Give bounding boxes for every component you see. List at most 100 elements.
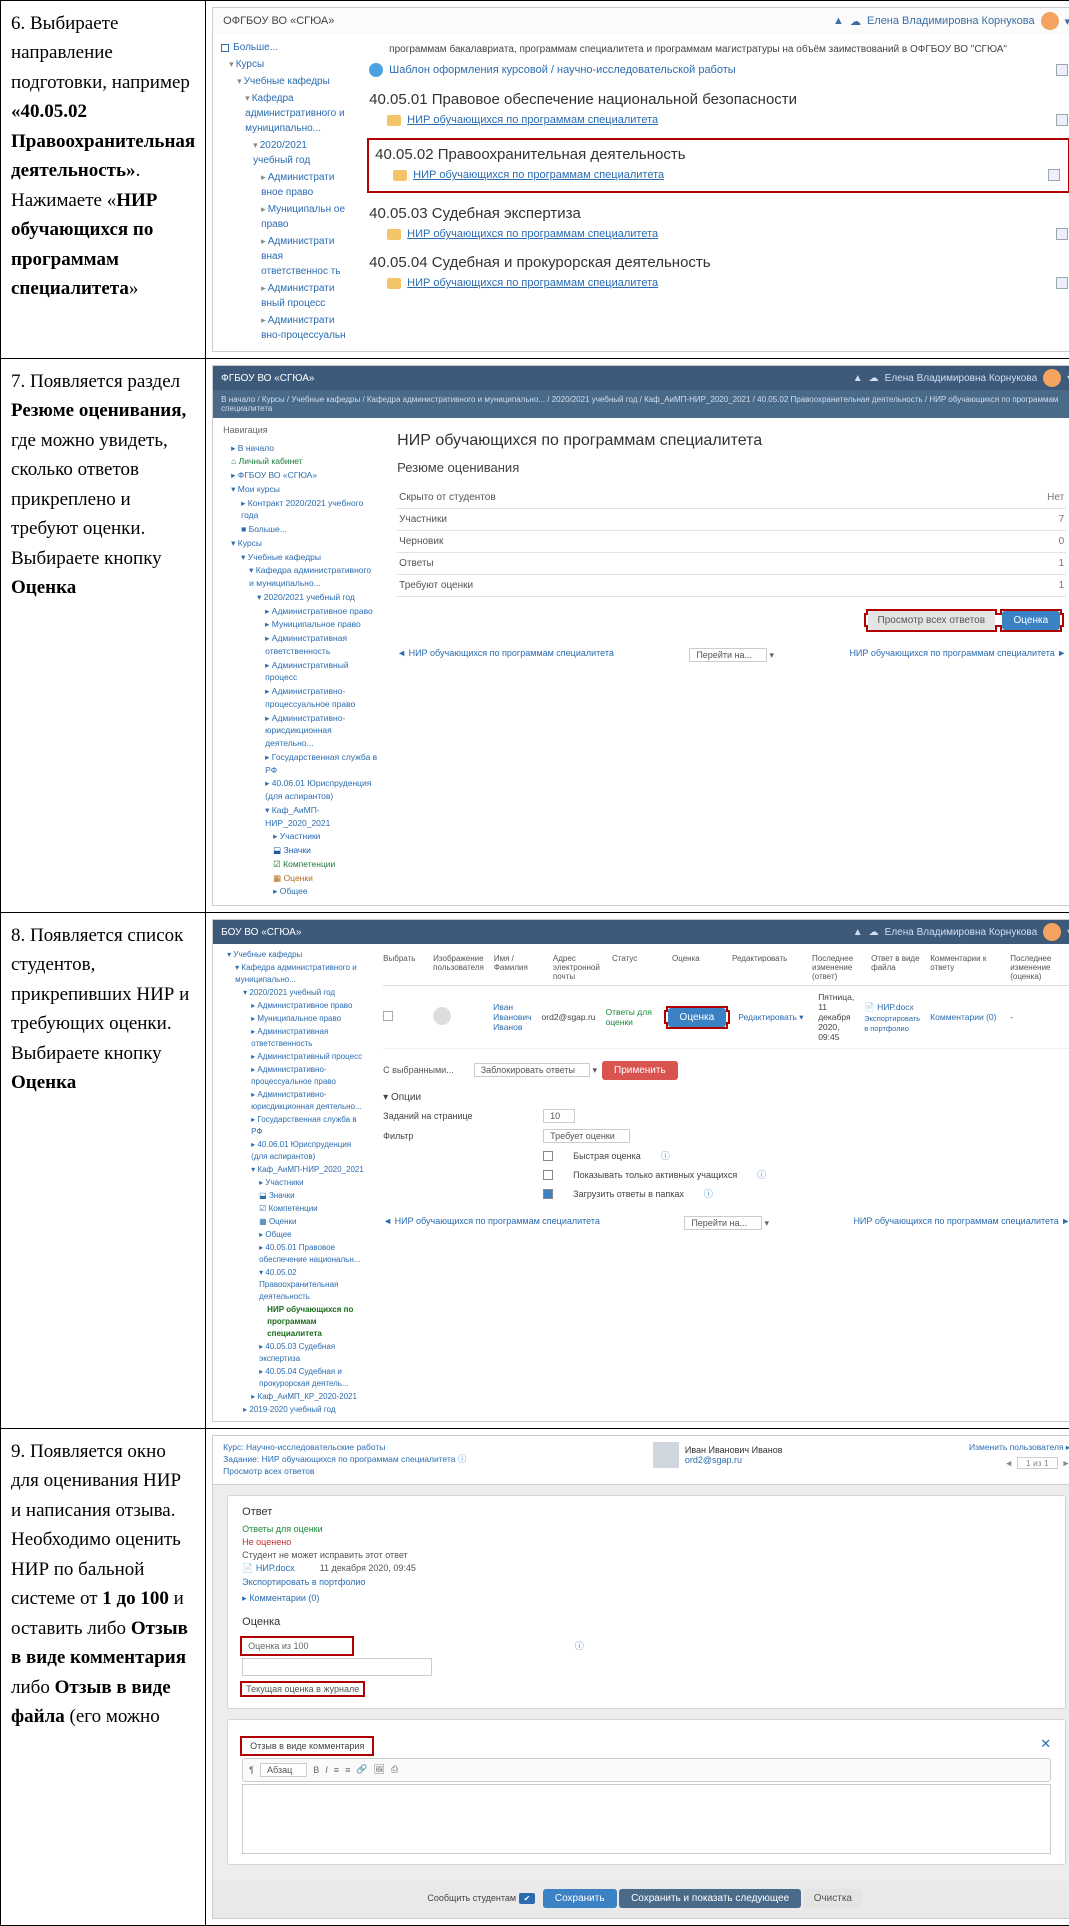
- pager-next[interactable]: НИР обучающихся по программам специалите…: [849, 648, 1066, 662]
- nav-item[interactable]: ▸ Участники: [227, 1177, 369, 1189]
- bell-icon[interactable]: ▲: [853, 927, 863, 938]
- nav-item[interactable]: ▸ 40.06.01 Юриспруденция (для аспирантов…: [231, 777, 377, 803]
- nav-item[interactable]: ▸ Государственная служба в РФ: [231, 751, 377, 777]
- nav-item[interactable]: ▸ 2019-2020 учебный год: [227, 1404, 369, 1416]
- nav-item[interactable]: ▸ 40.06.01 Юриспруденция (для аспирантов…: [227, 1139, 369, 1163]
- s7-user[interactable]: Елена Владимировна Корнукова: [885, 373, 1037, 384]
- nav-item[interactable]: ▦ Оценки: [231, 872, 377, 885]
- nav-item[interactable]: ▸ Административно-процессуальное право: [227, 1064, 369, 1088]
- nav-item[interactable]: ▸ Административно-юрисдикционная деятель…: [227, 1089, 369, 1113]
- perpage-select[interactable]: 10: [543, 1109, 575, 1123]
- change-user-link[interactable]: Изменить пользователя: [969, 1442, 1064, 1452]
- jump-select[interactable]: Перейти на...: [684, 1216, 762, 1230]
- nav-item[interactable]: Администрати вно-процессуальн: [261, 313, 349, 343]
- nav-item[interactable]: ▸ Административная ответственность: [227, 1026, 369, 1050]
- nav-item[interactable]: ▸ Общее: [231, 885, 377, 898]
- completion-checkbox[interactable]: [1056, 64, 1068, 76]
- nav-item[interactable]: ▸ Каф_АиМП_КР_2020-2021: [227, 1391, 369, 1403]
- c1-link[interactable]: НИР обучающихся по программам специалите…: [407, 114, 658, 126]
- nav-courses[interactable]: Курсы Учебные кафедры Кафедра администра…: [229, 57, 349, 343]
- notify-toggle[interactable]: ✔: [519, 1893, 536, 1904]
- active-only-checkbox[interactable]: [543, 1170, 553, 1180]
- nav-item[interactable]: ▾ Учебные кафедры: [231, 551, 377, 564]
- nav-item[interactable]: ■ Больше...: [231, 523, 377, 536]
- nav-item[interactable]: Администрати вный процесс: [261, 281, 349, 311]
- nav-item[interactable]: ▸ Государственная служба в РФ: [227, 1114, 369, 1138]
- avatar[interactable]: [1043, 369, 1061, 387]
- nav-item[interactable]: ▾ Каф_АиМП-НИР_2020_2021: [227, 1164, 369, 1176]
- grading-task[interactable]: Задание: НИР обучающихся по программам с…: [223, 1454, 455, 1464]
- chat-icon[interactable]: ☁: [850, 15, 861, 28]
- reset-button[interactable]: Очистка: [804, 1889, 862, 1908]
- editor-toolbar[interactable]: ¶АбзацBI≡≡🔗🖼⎙: [242, 1758, 1051, 1782]
- jump-select[interactable]: Перейти на...: [689, 648, 767, 662]
- chat-icon[interactable]: ☁: [869, 927, 879, 938]
- pager-next[interactable]: НИР обучающихся по программам специалите…: [853, 1216, 1069, 1230]
- nav-dept[interactable]: Учебные кафедры Кафедра административног…: [237, 74, 349, 343]
- save-next-button[interactable]: Сохранить и показать следующее: [619, 1889, 801, 1908]
- nav-item[interactable]: ☑ Компетенции: [231, 858, 377, 871]
- grade-button[interactable]: Оценка: [1002, 611, 1061, 630]
- completion-checkbox[interactable]: [1056, 277, 1068, 289]
- c3-link[interactable]: НИР обучающихся по программам специалите…: [407, 228, 658, 240]
- nav-item[interactable]: ▸ Административная ответственность: [231, 632, 377, 658]
- nav-item[interactable]: ▾ Учебные кафедры: [227, 949, 369, 961]
- nav-item[interactable]: ▸ Участники: [231, 830, 377, 843]
- grade-input[interactable]: [242, 1658, 432, 1676]
- answer-file[interactable]: НИР.docx: [256, 1563, 295, 1573]
- bell-icon[interactable]: ▲: [853, 373, 863, 384]
- nav-item[interactable]: ▾ 40.05.02 Правоохранительная деятельнос…: [227, 1267, 369, 1303]
- nav-item[interactable]: ⬓ Значки: [227, 1190, 369, 1202]
- export-link[interactable]: Экспортировать в портфолио: [242, 1577, 1051, 1587]
- template-link[interactable]: Шаблон оформления курсовой / научно-иссл…: [389, 64, 736, 76]
- completion-checkbox[interactable]: [1048, 169, 1060, 181]
- nav-item[interactable]: ▸ В начало: [231, 442, 377, 455]
- nav-item[interactable]: ☑ Компетенции: [227, 1203, 369, 1215]
- nav-item[interactable]: Администрати вная ответственнос ть: [261, 234, 349, 279]
- view-all-button[interactable]: Просмотр всех ответов: [868, 611, 995, 630]
- grading-course[interactable]: Курс: Научно-исследовательские работы: [223, 1442, 466, 1454]
- row-checkbox[interactable]: [383, 1011, 393, 1021]
- nav-item[interactable]: ▦ Оценки: [227, 1216, 369, 1228]
- nav-item[interactable]: ▾ Мои курсы: [231, 483, 377, 496]
- nav-item[interactable]: Муниципальн ое право: [261, 202, 349, 232]
- nav-item[interactable]: ▸ Муниципальное право: [227, 1013, 369, 1025]
- apply-button[interactable]: Применить: [602, 1061, 678, 1080]
- nav-more[interactable]: Больше...: [233, 40, 278, 55]
- nav-item[interactable]: ▸ 40.05.01 Правовое обеспечение национал…: [227, 1242, 369, 1266]
- nav-item[interactable]: ▸ Общее: [227, 1229, 369, 1241]
- nav-item[interactable]: ▸ Административное право: [231, 605, 377, 618]
- filter-select[interactable]: Требует оценки: [543, 1129, 630, 1143]
- nav-item[interactable]: ▾ 2020/2021 учебный год: [231, 591, 377, 604]
- nav-item[interactable]: ▸ 40.05.04 Судебная и прокурорская деяте…: [227, 1366, 369, 1390]
- nav-item[interactable]: ⬓ Значки: [231, 844, 377, 857]
- nav-item[interactable]: ▸ 40.05.03 Судебная экспертиза: [227, 1341, 369, 1365]
- nav-item[interactable]: ▸ Административный процесс: [227, 1051, 369, 1063]
- nav-year[interactable]: 2020/2021 учебный год Администрати вное …: [253, 138, 349, 343]
- save-button[interactable]: Сохранить: [543, 1889, 617, 1908]
- folders-checkbox[interactable]: [543, 1189, 553, 1199]
- nav-sub[interactable]: Кафедра административного и муниципально…: [245, 91, 349, 343]
- nav-item[interactable]: ▾ Каф_АиМП-НИР_2020_2021: [231, 804, 377, 830]
- row-grade-button[interactable]: Оценка: [668, 1008, 727, 1027]
- nav-item-current[interactable]: НИР обучающихся по программам специалите…: [227, 1304, 369, 1340]
- row-file[interactable]: 📄 НИР.docxЭкспортировать в портфолио: [864, 1002, 920, 1033]
- pager-prev[interactable]: ◄ НИР обучающихся по программам специали…: [397, 648, 614, 662]
- nav-item[interactable]: ▸ Муниципальное право: [231, 618, 377, 631]
- nav-item[interactable]: ▸ Административно-процессуальное право: [231, 685, 377, 711]
- view-all-link[interactable]: Просмотр всех ответов: [223, 1466, 466, 1478]
- completion-checkbox[interactable]: [1056, 228, 1068, 240]
- nav-item[interactable]: ▸ Административно-юрисдикционная деятель…: [231, 712, 377, 750]
- row-comments[interactable]: Комментарии (0): [930, 1012, 1000, 1022]
- comments-toggle[interactable]: ▸ Комментарии (0): [242, 1593, 1051, 1604]
- nav-item[interactable]: ▾ Курсы: [231, 537, 377, 550]
- row-name[interactable]: Иван Иванович Иванов: [493, 1002, 531, 1032]
- nav-item[interactable]: ▸ ФГБОУ ВО «СГЮА»: [231, 469, 377, 482]
- nav-item[interactable]: ▸ Административный процесс: [231, 659, 377, 685]
- user-name[interactable]: Елена Владимировна Корнукова: [867, 15, 1035, 27]
- avatar[interactable]: [1041, 12, 1059, 30]
- options-heading[interactable]: ▾ Опции: [383, 1092, 1069, 1103]
- nav-item[interactable]: ▸ Административное право: [227, 1000, 369, 1012]
- nav-item[interactable]: ▸ Контракт 2020/2021 учебного года: [231, 497, 377, 523]
- completion-checkbox[interactable]: [1056, 114, 1068, 126]
